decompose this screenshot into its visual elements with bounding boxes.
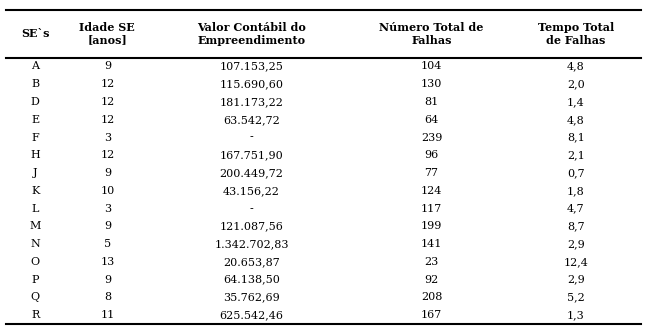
Text: -: -	[250, 133, 254, 142]
Text: -: -	[250, 204, 254, 214]
Text: D: D	[31, 97, 39, 107]
Text: 96: 96	[424, 150, 439, 160]
Text: SE`s: SE`s	[21, 28, 50, 39]
Text: 4,8: 4,8	[567, 115, 584, 125]
Text: 2,9: 2,9	[567, 275, 584, 285]
Text: 4,8: 4,8	[567, 62, 584, 71]
Text: 12: 12	[100, 97, 115, 107]
Text: 81: 81	[424, 97, 439, 107]
Text: 4,7: 4,7	[567, 204, 584, 214]
Text: 8,7: 8,7	[567, 221, 584, 231]
Text: 64: 64	[424, 115, 439, 125]
Text: 0,7: 0,7	[567, 168, 584, 178]
Text: Q: Q	[30, 292, 40, 302]
Text: 77: 77	[424, 168, 439, 178]
Text: A: A	[31, 62, 39, 71]
Text: 20.653,87: 20.653,87	[223, 257, 280, 267]
Text: 13: 13	[100, 257, 115, 267]
Text: O: O	[30, 257, 40, 267]
Text: 121.087,56: 121.087,56	[219, 221, 283, 231]
Text: 104: 104	[421, 62, 443, 71]
Text: 130: 130	[421, 79, 443, 89]
Text: 23: 23	[424, 257, 439, 267]
Text: 117: 117	[421, 204, 442, 214]
Text: 200.449,72: 200.449,72	[219, 168, 283, 178]
Text: 11: 11	[100, 310, 115, 320]
Text: B: B	[31, 79, 39, 89]
Text: R: R	[31, 310, 39, 320]
Text: 8,1: 8,1	[567, 133, 584, 142]
Text: N: N	[30, 239, 40, 249]
Text: M: M	[30, 221, 41, 231]
Text: 3: 3	[104, 204, 111, 214]
Text: K: K	[31, 186, 39, 196]
Text: Valor Contábil do
Empreendimento: Valor Contábil do Empreendimento	[197, 22, 306, 46]
Text: 9: 9	[104, 168, 111, 178]
Text: 2,1: 2,1	[567, 150, 584, 160]
Text: H: H	[30, 150, 40, 160]
Text: 141: 141	[421, 239, 443, 249]
Text: 3: 3	[104, 133, 111, 142]
Text: 1.342.702,83: 1.342.702,83	[214, 239, 289, 249]
Text: 625.542,46: 625.542,46	[219, 310, 283, 320]
Text: J: J	[33, 168, 38, 178]
Text: 2,9: 2,9	[567, 239, 584, 249]
Text: 12: 12	[100, 115, 115, 125]
Text: 2,0: 2,0	[567, 79, 584, 89]
Text: 181.173,22: 181.173,22	[219, 97, 283, 107]
Text: 9: 9	[104, 62, 111, 71]
Text: 9: 9	[104, 275, 111, 285]
Text: 43.156,22: 43.156,22	[223, 186, 280, 196]
Text: 167: 167	[421, 310, 442, 320]
Text: 5: 5	[104, 239, 111, 249]
Text: 12: 12	[100, 150, 115, 160]
Text: P: P	[32, 275, 39, 285]
Text: 208: 208	[421, 292, 443, 302]
Text: 64.138,50: 64.138,50	[223, 275, 280, 285]
Text: E: E	[31, 115, 39, 125]
Text: 10: 10	[100, 186, 115, 196]
Text: 9: 9	[104, 221, 111, 231]
Text: 35.762,69: 35.762,69	[223, 292, 280, 302]
Text: L: L	[32, 204, 39, 214]
Text: 1,4: 1,4	[567, 97, 584, 107]
Text: Idade SE
[anos]: Idade SE [anos]	[80, 22, 135, 46]
Text: Número Total de
Falhas: Número Total de Falhas	[379, 22, 484, 46]
Text: 12: 12	[100, 79, 115, 89]
Text: F: F	[32, 133, 39, 142]
Text: 239: 239	[421, 133, 443, 142]
Text: 63.542,72: 63.542,72	[223, 115, 280, 125]
Text: 8: 8	[104, 292, 111, 302]
Text: 1,3: 1,3	[567, 310, 584, 320]
Text: Tempo Total
de Falhas: Tempo Total de Falhas	[538, 22, 614, 46]
Text: 1,8: 1,8	[567, 186, 584, 196]
Text: 124: 124	[421, 186, 443, 196]
Text: 92: 92	[424, 275, 439, 285]
Text: 167.751,90: 167.751,90	[219, 150, 283, 160]
Text: 12,4: 12,4	[564, 257, 588, 267]
Text: 107.153,25: 107.153,25	[219, 62, 283, 71]
Text: 199: 199	[421, 221, 443, 231]
Text: 115.690,60: 115.690,60	[219, 79, 283, 89]
Text: 5,2: 5,2	[567, 292, 584, 302]
